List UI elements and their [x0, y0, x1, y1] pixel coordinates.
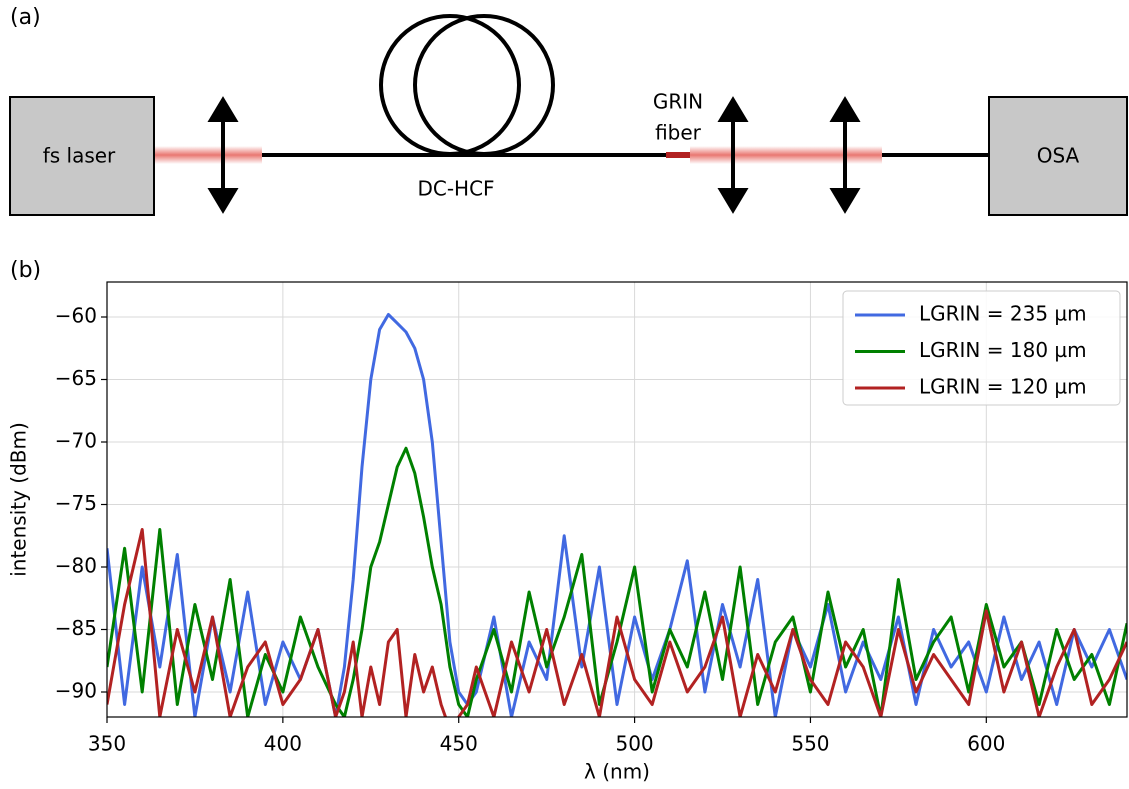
- y-tick-label: −75: [55, 491, 97, 515]
- laser-box: [9, 96, 155, 216]
- osa-box: [988, 96, 1128, 216]
- y-tick-label: −90: [55, 679, 97, 703]
- fiber-label: DC-HCF: [417, 177, 494, 201]
- x-axis-label: λ (nm): [584, 760, 650, 784]
- grin-label: fiber: [655, 121, 702, 145]
- grin-label: GRIN: [653, 90, 703, 114]
- x-tick-label: 600: [967, 732, 1005, 756]
- legend-label: LGRIN = 235 µm: [919, 302, 1087, 326]
- lenses: [207, 96, 861, 214]
- fiber-coil: [379, 14, 521, 156]
- x-tick-label: 500: [615, 732, 653, 756]
- x-tick-label: 550: [791, 732, 829, 756]
- beam: [690, 146, 882, 164]
- y-axis-label: intensity (dBm): [7, 422, 31, 577]
- legend-label: LGRIN = 180 µm: [919, 338, 1087, 362]
- x-tick-label: 400: [264, 732, 302, 756]
- series-group: [107, 313, 1127, 717]
- data-line: [107, 446, 1127, 717]
- y-tick-label: −65: [55, 366, 97, 390]
- plot: −90 −85 −80 −75 −70 −65 −60 350 400 450 500 550 600 λ…: [7, 281, 1128, 784]
- laser-label: fs laser: [43, 144, 116, 168]
- y-tick-label: −70: [55, 429, 97, 453]
- beam: [155, 146, 262, 164]
- plot-frame: [106, 281, 1128, 718]
- fiber-coil: [413, 14, 555, 156]
- y-tick-label: −60: [55, 304, 97, 328]
- x-tick-label: 350: [88, 732, 126, 756]
- panel-label: (b): [10, 258, 41, 283]
- x-tick-label: 450: [440, 732, 478, 756]
- legend-box: [842, 290, 1121, 406]
- panel-label: (a): [10, 5, 41, 30]
- data-line: [107, 528, 1127, 717]
- legend-label: LGRIN = 120 µm: [919, 375, 1087, 399]
- osa-label: OSA: [1037, 144, 1080, 168]
- y-tick-label: −80: [55, 554, 97, 578]
- setup-diagram: (a) fs laser DC-HCF GRIN fiber OSA (b): [9, 5, 1128, 283]
- y-tick-label: −85: [55, 616, 97, 640]
